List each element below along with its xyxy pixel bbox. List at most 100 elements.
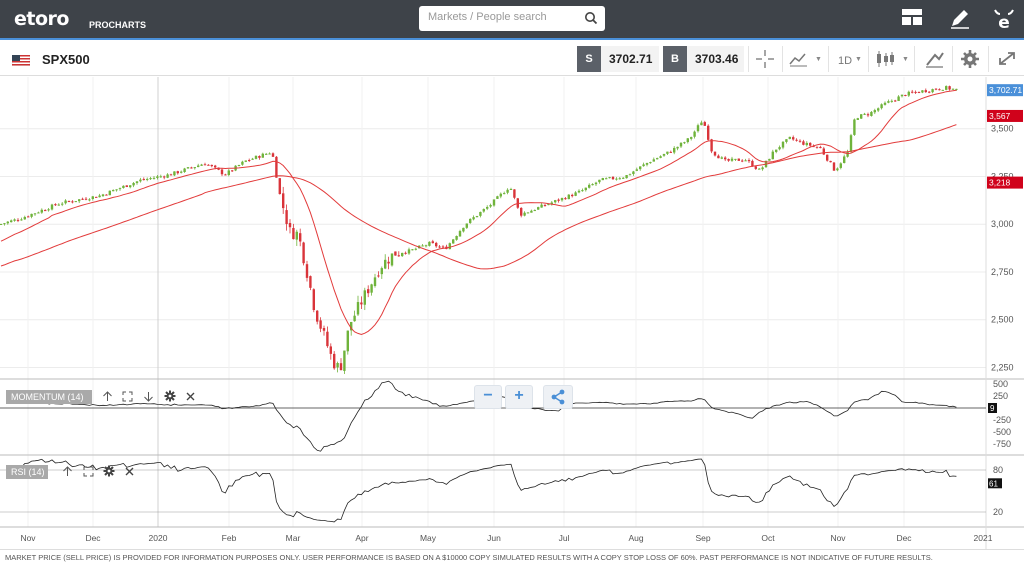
gear-icon[interactable] — [164, 390, 176, 402]
candle-body — [866, 114, 870, 116]
maximize-icon[interactable] — [83, 466, 94, 477]
zoom-in-button[interactable]: + — [505, 385, 533, 409]
candle-body — [856, 118, 859, 120]
candle-body — [829, 160, 832, 163]
share-button[interactable] — [543, 385, 573, 409]
search-box[interactable] — [419, 6, 605, 31]
date-axis-label: Dec — [85, 533, 101, 543]
candle-body — [659, 156, 662, 158]
candle-body — [200, 164, 203, 166]
candle-body — [873, 110, 876, 113]
candle-style-button[interactable] — [868, 46, 914, 72]
candle-body — [112, 190, 115, 192]
candle-body — [737, 158, 740, 161]
candle-body — [768, 158, 771, 161]
candle-body — [955, 88, 958, 90]
candle-body — [703, 122, 706, 126]
candle-body — [717, 155, 720, 159]
candle-body — [523, 212, 526, 216]
settings-button[interactable] — [952, 46, 987, 72]
chart-area[interactable]: 3,500 3,250 3,000 2,750 2,500 2,250 3,702.71 3,… — [0, 77, 1024, 549]
candle-body — [778, 147, 781, 150]
candle-body — [295, 231, 298, 240]
arrow-down-icon[interactable] — [143, 391, 154, 402]
date-axis-label: Nov — [830, 533, 846, 543]
etoro-bull-icon[interactable]: e — [992, 6, 1016, 32]
candle-body — [64, 200, 67, 204]
etoro-logo[interactable]: etoro — [14, 8, 69, 30]
chart-type-button[interactable] — [782, 46, 828, 72]
candle-body — [632, 171, 635, 175]
candle-body — [346, 330, 349, 352]
search-input[interactable] — [428, 11, 578, 23]
candle-body — [197, 165, 200, 168]
close-icon[interactable] — [124, 466, 135, 477]
candle-body — [435, 242, 438, 247]
candle-body — [333, 353, 336, 369]
zoom-out-button[interactable]: − — [474, 385, 502, 409]
candle-body — [350, 321, 353, 331]
candle-body — [251, 158, 254, 160]
draw-pencil-icon[interactable] — [949, 7, 971, 29]
price-chart[interactable]: 3,500 3,250 3,000 2,750 2,500 2,250 3,702.71 3,… — [0, 77, 1024, 549]
candle-body — [0, 223, 3, 225]
timeframe-button[interactable] — [828, 46, 868, 72]
candle-body — [771, 151, 774, 160]
arrow-up-icon[interactable] — [62, 466, 73, 477]
candle-body — [951, 88, 955, 90]
candle-body — [870, 111, 873, 116]
candle-body — [911, 91, 914, 93]
candle-body — [384, 259, 387, 269]
candle-body — [88, 199, 91, 201]
candle-body — [132, 182, 135, 186]
buy-badge[interactable]: B — [663, 46, 687, 72]
candle-body — [428, 241, 431, 246]
layout-icon[interactable] — [901, 7, 923, 27]
candle-body — [312, 289, 315, 311]
candle-body — [23, 216, 26, 220]
candle-body — [220, 169, 224, 175]
candle-body — [472, 217, 475, 220]
candle-body — [458, 231, 462, 237]
date-axis-label: Dec — [896, 533, 912, 543]
candle-body — [486, 206, 489, 209]
arrow-up-icon[interactable] — [102, 391, 113, 402]
candle-body — [836, 168, 839, 171]
sell-price[interactable]: 3702.71 — [601, 46, 659, 72]
candle-body — [754, 166, 757, 169]
ma-short-tag — [987, 109, 1023, 122]
close-icon[interactable] — [185, 391, 196, 402]
candle-body — [843, 156, 846, 163]
date-axis-label: 2020 — [149, 533, 168, 543]
buy-price[interactable]: 3703.46 — [687, 46, 744, 72]
candle-body — [339, 363, 343, 371]
candle-body — [469, 218, 472, 223]
gear-icon[interactable] — [103, 465, 115, 477]
candle-body — [186, 167, 190, 169]
fullscreen-button[interactable] — [988, 46, 1024, 72]
rsi-value-text: 61 — [989, 479, 998, 488]
candle-body — [594, 182, 598, 185]
search-icon[interactable] — [584, 11, 598, 25]
indicators-button[interactable] — [914, 46, 952, 72]
expand-icon — [999, 52, 1015, 65]
us-flag-icon — [12, 55, 30, 66]
candle-body — [115, 189, 118, 191]
candle-body — [904, 94, 907, 96]
candle-body — [61, 203, 64, 205]
crosshair-button[interactable] — [748, 46, 780, 72]
date-axis-label: 2021 — [974, 533, 993, 543]
candle-body — [180, 171, 183, 173]
maximize-icon[interactable] — [122, 391, 133, 402]
gear-icon — [961, 50, 979, 68]
candle-body — [788, 136, 791, 139]
candle-body — [176, 171, 179, 174]
candle-body — [27, 216, 30, 218]
sell-badge[interactable]: S — [577, 46, 601, 72]
candle-body — [894, 100, 897, 102]
candle-body — [275, 156, 278, 178]
candle-body — [907, 91, 910, 96]
candle-body — [805, 142, 808, 146]
candle-body — [540, 204, 543, 208]
candle-body — [302, 242, 305, 264]
